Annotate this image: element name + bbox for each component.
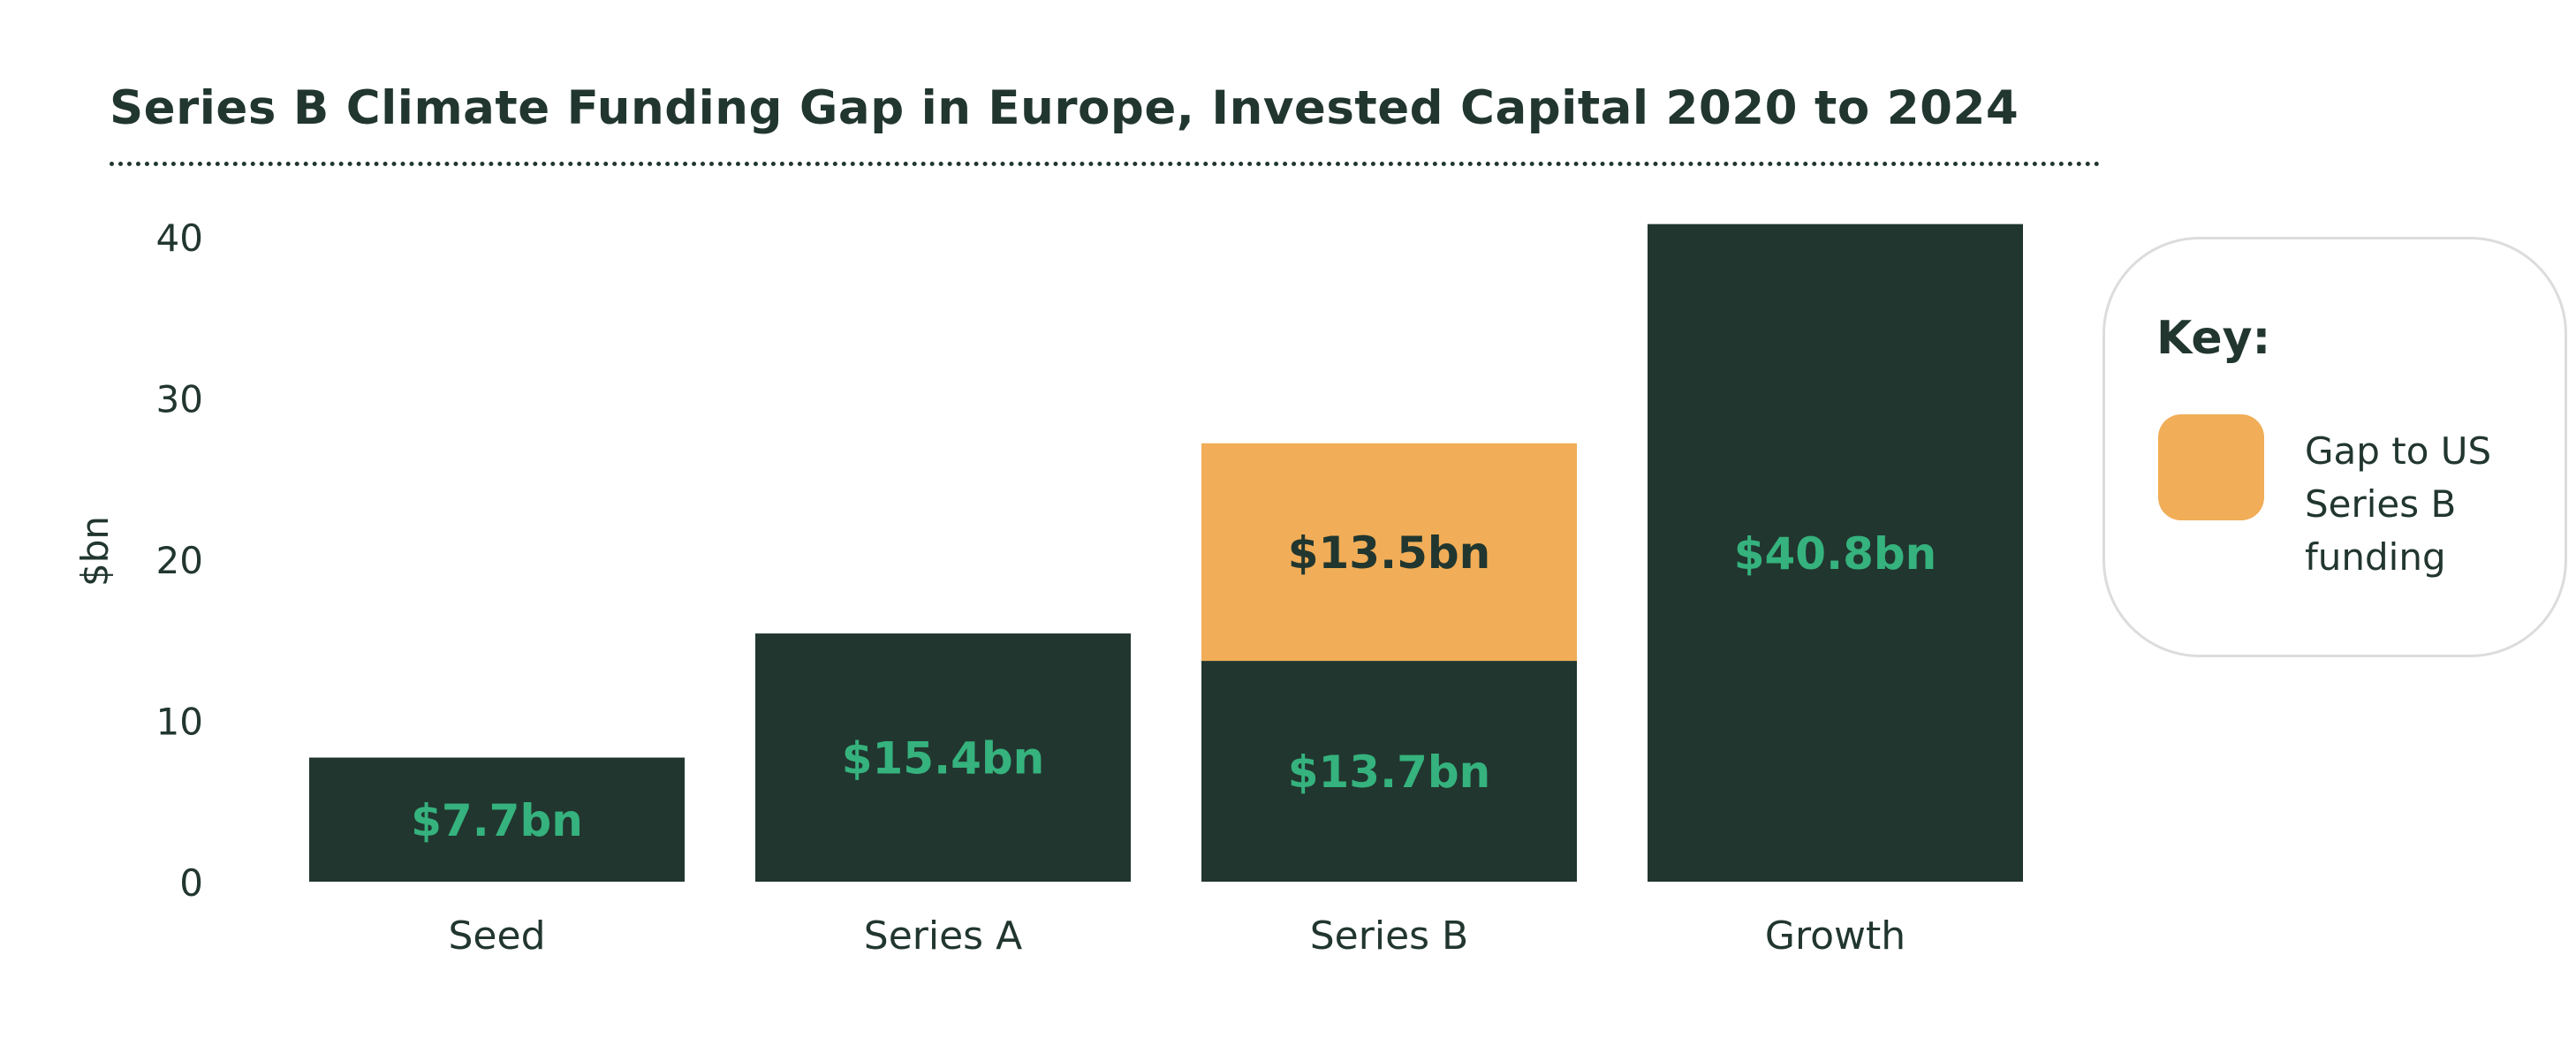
data-label: $13.7bn (1288, 747, 1491, 798)
y-tick-label: 0 (179, 861, 203, 905)
bars: $7.7bn $15.4bn $13.7bn $13.5bn $40.8bn (309, 224, 2023, 882)
y-tick-label: 40 (156, 216, 203, 260)
x-axis: Seed Series A Series B Growth (449, 913, 1906, 959)
x-tick-label: Series B (1310, 913, 1468, 959)
x-tick-label: Growth (1765, 913, 1905, 959)
data-label: $7.7bn (411, 795, 583, 846)
bar-segment-base (1648, 224, 2023, 882)
x-tick-label: Series A (864, 913, 1022, 959)
bar-segment-gap (1201, 443, 1577, 662)
data-label: $13.5bn (1288, 527, 1491, 579)
legend-label-gap: Gap to US Series B funding (2305, 429, 2492, 579)
chart-title: Series B Climate Funding Gap in Europe, … (110, 81, 2019, 135)
y-tick-label: 20 (156, 539, 203, 582)
data-label: $40.8bn (1734, 528, 1937, 580)
y-axis: 0 10 20 30 40 $bn (73, 216, 203, 905)
y-tick-label: 10 (156, 701, 203, 744)
legend-title: Key: (2156, 312, 2271, 365)
data-label: $15.4bn (842, 733, 1045, 784)
legend-swatch-gap (2158, 414, 2264, 520)
y-tick-label: 30 (156, 378, 203, 421)
y-axis-label: $bn (73, 516, 117, 587)
bar-segment-base (755, 633, 1131, 882)
bar-segment-base (309, 757, 685, 882)
legend-key: Key: Gap to US Series B funding (2102, 237, 2567, 657)
x-tick-label: Seed (449, 913, 546, 959)
bar-chart: 0 10 20 30 40 $bn $7.7bn $15.4bn $13.7bn $13.5bn… (73, 216, 2023, 959)
bar-segment-base (1201, 661, 1577, 882)
title-dotted-divider (110, 162, 2101, 166)
